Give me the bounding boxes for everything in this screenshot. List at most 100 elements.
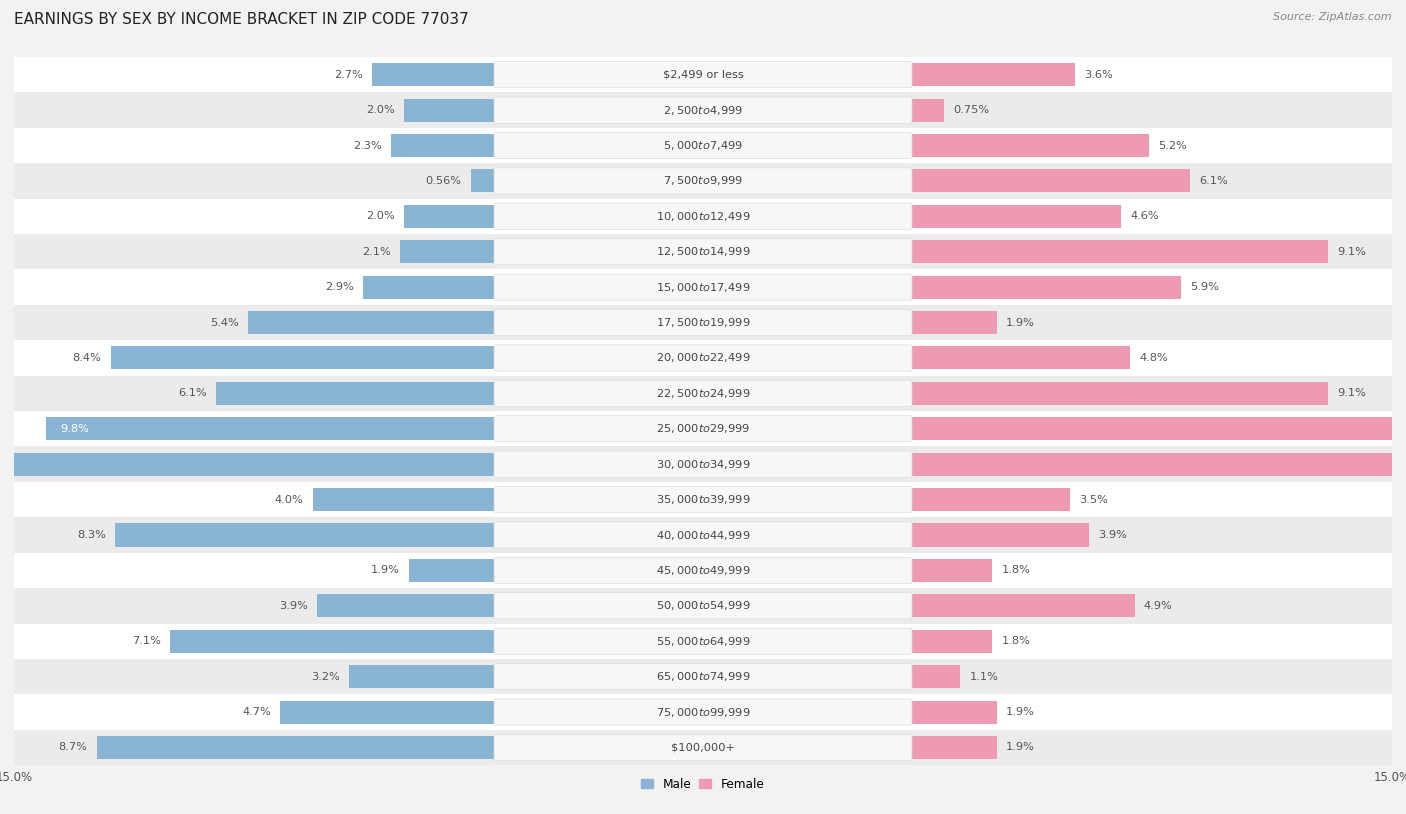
Bar [14, 553, 1392, 588]
Text: $17,500 to $19,999: $17,500 to $19,999 [655, 316, 751, 329]
Text: 1.8%: 1.8% [1001, 566, 1031, 575]
Text: 9.1%: 9.1% [1337, 247, 1365, 256]
Bar [14, 446, 1392, 482]
Text: 6.1%: 6.1% [1199, 176, 1227, 186]
Bar [910, 453, 1406, 475]
FancyBboxPatch shape [494, 522, 912, 548]
Text: 4.6%: 4.6% [1130, 212, 1159, 221]
FancyBboxPatch shape [494, 168, 912, 194]
Bar [910, 63, 1076, 86]
Text: 3.9%: 3.9% [1098, 530, 1126, 540]
Text: 3.6%: 3.6% [1084, 70, 1114, 80]
Bar [14, 659, 1392, 694]
FancyBboxPatch shape [494, 734, 912, 760]
Bar [14, 234, 1392, 269]
Bar [14, 518, 1392, 553]
Bar [373, 63, 496, 86]
Text: $10,000 to $12,499: $10,000 to $12,499 [655, 210, 751, 223]
Text: $22,500 to $24,999: $22,500 to $24,999 [655, 387, 751, 400]
Text: $45,000 to $49,999: $45,000 to $49,999 [655, 564, 751, 577]
Text: 6.1%: 6.1% [179, 388, 207, 398]
Text: 1.8%: 1.8% [1001, 637, 1031, 646]
Text: 4.9%: 4.9% [1144, 601, 1173, 610]
FancyBboxPatch shape [494, 133, 912, 159]
Bar [14, 163, 1392, 199]
Bar [249, 311, 496, 334]
Bar [910, 418, 1406, 440]
Bar [363, 276, 496, 299]
FancyBboxPatch shape [494, 97, 912, 123]
Bar [14, 304, 1392, 340]
Text: $2,500 to $4,999: $2,500 to $4,999 [664, 103, 742, 116]
Text: 3.9%: 3.9% [280, 601, 308, 610]
Bar [14, 588, 1392, 624]
Text: 5.2%: 5.2% [1157, 141, 1187, 151]
Text: 1.9%: 1.9% [371, 566, 399, 575]
Bar [910, 665, 960, 688]
Bar [405, 98, 496, 121]
Text: 8.7%: 8.7% [59, 742, 87, 752]
Legend: Male, Female: Male, Female [641, 778, 765, 791]
FancyBboxPatch shape [494, 451, 912, 477]
Bar [910, 594, 1135, 617]
Bar [910, 276, 1181, 299]
Text: 7.1%: 7.1% [132, 637, 162, 646]
Bar [910, 382, 1327, 405]
Text: $35,000 to $39,999: $35,000 to $39,999 [655, 493, 751, 506]
FancyBboxPatch shape [494, 274, 912, 300]
Text: 2.3%: 2.3% [353, 141, 381, 151]
Text: 2.7%: 2.7% [335, 70, 363, 80]
Text: 5.4%: 5.4% [211, 317, 239, 327]
Bar [318, 594, 496, 617]
Bar [170, 630, 496, 653]
FancyBboxPatch shape [494, 239, 912, 265]
Bar [14, 269, 1392, 304]
Text: 4.0%: 4.0% [274, 495, 304, 505]
Text: $30,000 to $34,999: $30,000 to $34,999 [655, 457, 751, 470]
Text: 8.4%: 8.4% [73, 353, 101, 363]
Bar [14, 57, 1392, 92]
FancyBboxPatch shape [494, 62, 912, 88]
Text: $15,000 to $17,499: $15,000 to $17,499 [655, 281, 751, 294]
Bar [910, 630, 993, 653]
Bar [280, 701, 496, 724]
Bar [349, 665, 496, 688]
Text: EARNINGS BY SEX BY INCOME BRACKET IN ZIP CODE 77037: EARNINGS BY SEX BY INCOME BRACKET IN ZIP… [14, 12, 468, 27]
Bar [391, 134, 496, 157]
Bar [14, 340, 1392, 375]
Text: $5,000 to $7,499: $5,000 to $7,499 [664, 139, 742, 152]
Bar [0, 453, 496, 475]
Text: $40,000 to $44,999: $40,000 to $44,999 [655, 528, 751, 541]
Bar [46, 418, 496, 440]
Bar [910, 701, 997, 724]
Text: $7,500 to $9,999: $7,500 to $9,999 [664, 174, 742, 187]
Text: 0.75%: 0.75% [953, 105, 990, 115]
Text: 4.7%: 4.7% [242, 707, 271, 717]
Bar [217, 382, 496, 405]
Text: 2.0%: 2.0% [367, 105, 395, 115]
Bar [312, 488, 496, 511]
Text: 3.5%: 3.5% [1080, 495, 1108, 505]
Text: Source: ZipAtlas.com: Source: ZipAtlas.com [1274, 12, 1392, 22]
Text: $12,500 to $14,999: $12,500 to $14,999 [655, 245, 751, 258]
Text: 0.56%: 0.56% [426, 176, 461, 186]
Text: $20,000 to $22,499: $20,000 to $22,499 [655, 352, 751, 365]
Bar [14, 482, 1392, 518]
Bar [14, 624, 1392, 659]
Bar [910, 205, 1121, 228]
FancyBboxPatch shape [494, 593, 912, 619]
Bar [405, 205, 496, 228]
FancyBboxPatch shape [494, 204, 912, 230]
Bar [910, 169, 1189, 192]
Bar [14, 730, 1392, 765]
Text: 5.9%: 5.9% [1189, 282, 1219, 292]
Bar [14, 199, 1392, 234]
Bar [14, 92, 1392, 128]
Text: $100,000+: $100,000+ [671, 742, 735, 752]
Text: 2.1%: 2.1% [361, 247, 391, 256]
Text: $50,000 to $54,999: $50,000 to $54,999 [655, 599, 751, 612]
Text: 9.1%: 9.1% [1337, 388, 1365, 398]
Text: $25,000 to $29,999: $25,000 to $29,999 [655, 422, 751, 435]
Text: 1.9%: 1.9% [1007, 317, 1035, 327]
FancyBboxPatch shape [494, 345, 912, 371]
